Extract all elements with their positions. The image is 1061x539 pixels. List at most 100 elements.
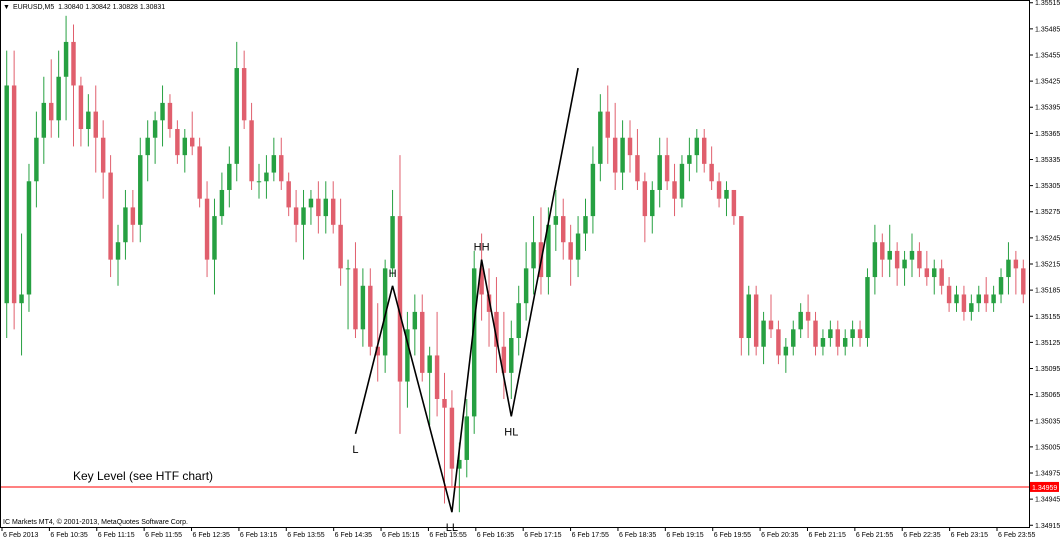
- candle-body: [568, 242, 573, 260]
- candle-body: [724, 189, 729, 199]
- x-tick-label: 6 Feb 21:15: [808, 532, 845, 539]
- swing-label-h: H: [389, 268, 397, 280]
- candle-body: [189, 137, 195, 147]
- y-tick-label: 1.35245: [1035, 235, 1060, 242]
- candle-body: [739, 216, 744, 339]
- candle: [701, 129, 707, 173]
- candle-body: [330, 198, 336, 225]
- zigzag-line: [354, 67, 579, 513]
- candle: [123, 189, 128, 260]
- candle-body: [486, 294, 492, 312]
- candle: [642, 172, 648, 243]
- candle-body: [531, 242, 536, 269]
- candle: [449, 390, 455, 487]
- candle-body: [56, 76, 61, 121]
- swing-label-hl: HL: [504, 426, 518, 438]
- candle-body: [828, 329, 833, 339]
- candle: [857, 320, 863, 347]
- candle-body: [175, 129, 180, 156]
- candle-body: [249, 120, 254, 182]
- y-tick-label: 1.35305: [1035, 183, 1060, 190]
- candle: [716, 172, 722, 208]
- candle-body: [791, 329, 796, 347]
- candle: [434, 311, 440, 417]
- candle: [932, 259, 937, 295]
- candle: [93, 85, 98, 173]
- candle-body: [397, 216, 403, 382]
- candle: [657, 137, 662, 208]
- candle-body: [1013, 259, 1019, 269]
- candle-body: [100, 137, 106, 173]
- candle: [204, 181, 210, 278]
- candle-body: [86, 111, 91, 130]
- triangle-down-icon[interactable]: ▼: [3, 4, 10, 11]
- candle: [998, 268, 1004, 304]
- candle-body: [145, 137, 150, 156]
- candle: [19, 233, 24, 356]
- candle: [731, 189, 737, 225]
- candle: [583, 198, 588, 251]
- candle-body: [835, 329, 841, 347]
- candle-body: [197, 146, 202, 199]
- candle: [227, 146, 232, 208]
- candle: [130, 189, 136, 243]
- candle-body: [664, 155, 670, 182]
- candle-body: [434, 355, 440, 399]
- candle: [152, 111, 158, 164]
- candle-body: [924, 268, 930, 278]
- candle-body: [138, 155, 143, 225]
- candle-body: [546, 224, 551, 278]
- candle-body: [976, 294, 981, 304]
- y-tick-label: 1.35215: [1035, 262, 1060, 269]
- candle: [902, 250, 907, 286]
- candle-body: [805, 311, 811, 321]
- y-tick-label: 1.35005: [1035, 444, 1060, 451]
- y-tick-label: 1.35065: [1035, 392, 1060, 399]
- candle-body: [598, 111, 603, 164]
- candle: [41, 76, 47, 164]
- candle-body: [961, 294, 967, 312]
- swing-label-ll: LL: [446, 522, 458, 534]
- candle-body: [1006, 259, 1011, 278]
- candle-body: [479, 268, 484, 295]
- candle: [768, 294, 774, 339]
- candle-body: [776, 329, 781, 356]
- candle-body: [34, 137, 39, 182]
- y-axis: 1.35515 1.35485 1.35455 1.35425 1.35395 1.353…: [1029, 0, 1060, 530]
- candle: [509, 320, 514, 399]
- x-axis: 6 Feb 2013 6 Feb 10:35 6 Feb 11:15 6 Feb 11…: [1, 527, 1035, 539]
- candle: [160, 85, 165, 147]
- candle: [464, 398, 469, 478]
- candle-body: [471, 268, 477, 417]
- candle-body: [49, 102, 54, 121]
- candle-body: [561, 216, 566, 243]
- candle-body: [212, 216, 217, 260]
- candle-body: [382, 268, 388, 356]
- swing-label-hh: HH: [474, 242, 490, 254]
- candle: [219, 172, 225, 225]
- candle-body: [679, 163, 685, 199]
- candle: [553, 189, 559, 251]
- candle: [167, 94, 173, 138]
- candle: [694, 129, 700, 173]
- candle: [390, 189, 395, 278]
- candle-body: [865, 277, 870, 339]
- x-tick-label: 6 Feb 19:55: [714, 532, 751, 539]
- symbol-ohlc-header: EURUSD,M5 1.30840 1.30842 1.30828 1.3083…: [13, 4, 165, 11]
- candle: [976, 285, 981, 312]
- candle-body: [405, 329, 410, 382]
- candle-body: [264, 172, 269, 182]
- candle-body: [160, 102, 165, 121]
- candle: [63, 15, 69, 121]
- x-tick-label: 6 Feb 22:35: [903, 532, 940, 539]
- candle: [761, 311, 766, 365]
- candle-body: [650, 189, 655, 217]
- candle: [679, 155, 685, 208]
- candle-body: [590, 163, 596, 217]
- chart-header: ▼ EURUSD,M5 1.30840 1.30842 1.30828 1.30…: [3, 4, 165, 11]
- x-tick-label: 6 Feb 10:35: [50, 532, 87, 539]
- candle-body: [457, 459, 462, 469]
- y-tick-label: 1.34945: [1035, 497, 1060, 504]
- candle: [887, 224, 892, 278]
